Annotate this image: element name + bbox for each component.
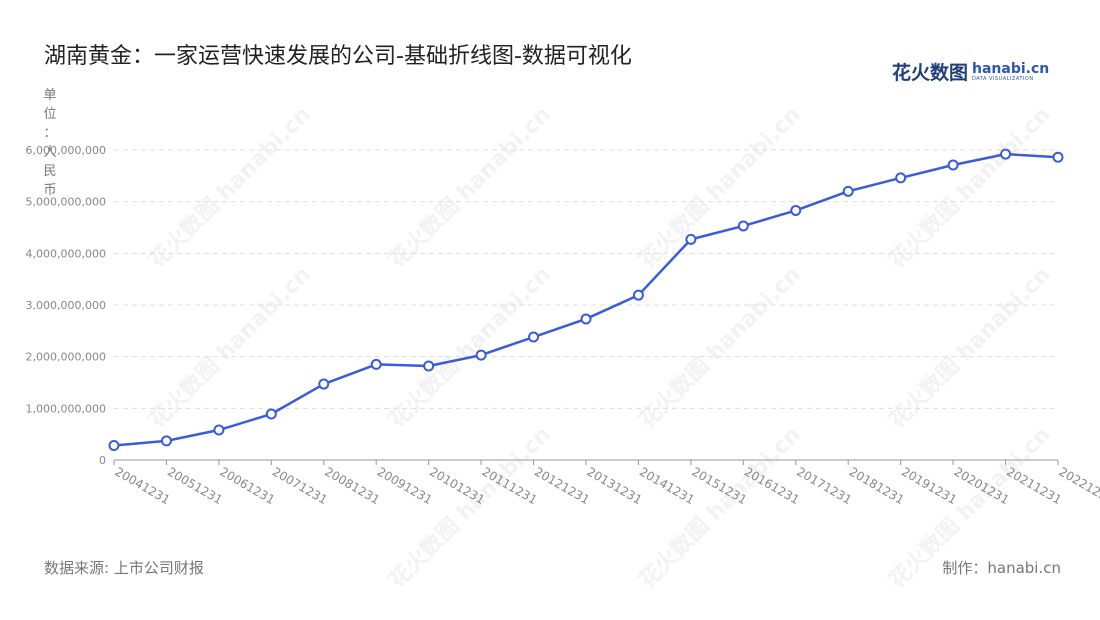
y-tick-label: 2,000,000,000 [26,351,106,364]
y-tick-label: 5,000,000,000 [26,196,106,209]
data-point [475,349,487,361]
y-tick-label: 3,000,000,000 [26,299,106,312]
data-point [947,159,959,171]
x-tick-label: 20051231 [165,464,225,507]
data-point [318,378,330,390]
y-tick-label: 0 [99,454,106,467]
x-tick-label: 20181231 [847,464,907,507]
series-line [113,152,1059,447]
y-tick-label: 6,000,000,000 [26,144,106,157]
unit-label-char: 人 [43,145,57,160]
x-tick-label: 20141231 [637,464,697,507]
data-point [632,289,644,301]
data-point [790,204,802,216]
unit-label-char: 民 [43,164,57,179]
logo-en-block: hanabi.cn DATA VISUALIZATION [972,62,1049,82]
x-tick-label: 20081231 [322,464,382,507]
data-point [370,358,382,370]
x-tick-label: 20121231 [532,464,592,507]
chart-title: 湖南黄金：一家运营快速发展的公司-基础折线图-数据可视化 [44,44,632,69]
x-tick-label: 20151231 [689,464,749,507]
data-point [423,360,435,372]
logo-cn-text: 花火数图 [892,62,969,84]
unit-label-char: ： [43,126,57,141]
y-tick-label: 1,000,000,000 [26,402,106,415]
x-tick-label: 20041231 [113,464,173,507]
unit-label-char: 位 [43,107,57,122]
data-point [1000,148,1012,160]
data-point [108,440,120,452]
data-point [580,313,592,325]
maker-credit: 制作：hanabi.cn [942,559,1061,577]
y-axis-unit-label: 单位 ： 人民币 [43,86,57,200]
x-tick-label: 20091231 [375,464,435,507]
unit-label-char: 单 [43,88,57,103]
data-point [895,172,907,184]
x-tick-label: 20101231 [427,464,487,507]
data-point [213,424,225,436]
x-tick-label: 20071231 [270,464,330,507]
brand-logo: 花火数图 hanabi.cn DATA VISUALIZATION [892,58,1049,85]
data-point [265,408,277,420]
x-tick-label: 20131231 [585,464,645,507]
data-point [528,331,540,343]
data-point [685,233,697,245]
unit-label-char: 币 [43,183,57,198]
x-tick-label: 20061231 [217,464,277,507]
y-tick-label: 4,000,000,000 [26,247,106,260]
data-source-note: 数据来源: 上市公司财报 [44,559,204,577]
data-point [842,185,854,197]
data-point [160,435,172,447]
data-point [737,220,749,232]
x-tick-label: 20111231 [480,464,540,507]
data-point [1052,151,1064,163]
logo-en-text: hanabi.cn [972,60,1050,77]
x-tick-label: 20171231 [794,464,854,507]
logo-sub-text: DATA VISUALIZATION [972,75,1034,82]
x-tick-label: 20161231 [742,464,802,507]
x-tick-label: 20221231 [1057,464,1100,507]
x-tick-label: 20191231 [899,464,959,507]
x-tick-label: 20211231 [1004,464,1064,507]
x-tick-label: 20201231 [952,464,1012,507]
